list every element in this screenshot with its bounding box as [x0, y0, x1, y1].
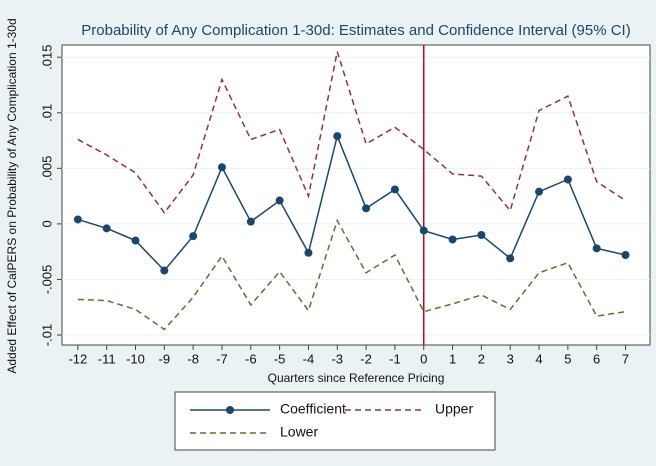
x-tick-label: -5: [274, 351, 286, 366]
point-marker: [419, 226, 428, 235]
point-marker: [535, 187, 544, 196]
point-marker: [390, 185, 399, 194]
x-tick-label: -8: [187, 351, 199, 366]
y-tick-label: -.01: [39, 324, 54, 346]
chart-title: Probability of Any Complication 1-30d: E…: [81, 22, 630, 39]
x-tick-label: 4: [535, 351, 542, 366]
x-tick-label: -10: [126, 351, 145, 366]
point-marker: [506, 254, 515, 263]
x-tick-label: 0: [420, 351, 427, 366]
point-marker: [448, 235, 457, 244]
y-tick-label: .015: [39, 45, 54, 70]
series-line: [77, 218, 626, 331]
x-tick-label: -11: [98, 351, 116, 366]
x-tick-label: 5: [564, 351, 571, 366]
series-line: [77, 51, 626, 215]
legend-label: Lower: [280, 424, 318, 440]
y-tick-label: .01: [39, 104, 54, 122]
series-line: [77, 133, 626, 272]
point-marker: [131, 236, 140, 245]
x-tick-label: 6: [593, 351, 600, 366]
point-marker: [102, 224, 111, 233]
y-tick-label: 0: [39, 220, 54, 227]
point-marker: [621, 251, 630, 259]
legend-label: Coefficient: [280, 401, 346, 417]
point-marker: [333, 132, 342, 141]
plot-area: [61, 44, 651, 346]
point-marker: [160, 266, 169, 275]
x-tick-label: -2: [360, 351, 372, 366]
point-marker: [246, 217, 255, 226]
legend-label: Upper: [435, 401, 473, 417]
x-tick-label: 2: [478, 351, 485, 366]
x-tick-label: 1: [449, 351, 456, 366]
x-tick-label: -1: [389, 351, 401, 366]
x-tick-label: -7: [216, 351, 228, 366]
legend: [174, 391, 496, 451]
point-marker: [362, 204, 371, 213]
x-tick-label: -12: [68, 351, 87, 366]
y-tick-label: -.005: [39, 265, 54, 295]
legend-marker: [226, 406, 234, 414]
point-marker: [563, 175, 572, 184]
point-marker: [477, 231, 486, 239]
point-marker: [217, 163, 226, 172]
x-tick-label: 7: [622, 351, 629, 366]
y-tick-label: .005: [39, 156, 54, 181]
point-marker: [275, 196, 284, 205]
point-marker: [73, 215, 82, 224]
point-marker: [592, 244, 601, 253]
x-tick-label: 3: [507, 351, 514, 366]
x-tick-label: -3: [331, 351, 343, 366]
point-marker: [189, 232, 198, 241]
point-marker: [304, 248, 313, 257]
y-axis-title: Added Effect of CalPERS on Probability o…: [5, 18, 19, 373]
x-tick-label: -4: [303, 351, 315, 366]
x-tick-label: -6: [245, 351, 257, 366]
x-axis-title: Quarters since Reference Pricing: [268, 371, 445, 385]
x-tick-label: -9: [159, 351, 171, 366]
